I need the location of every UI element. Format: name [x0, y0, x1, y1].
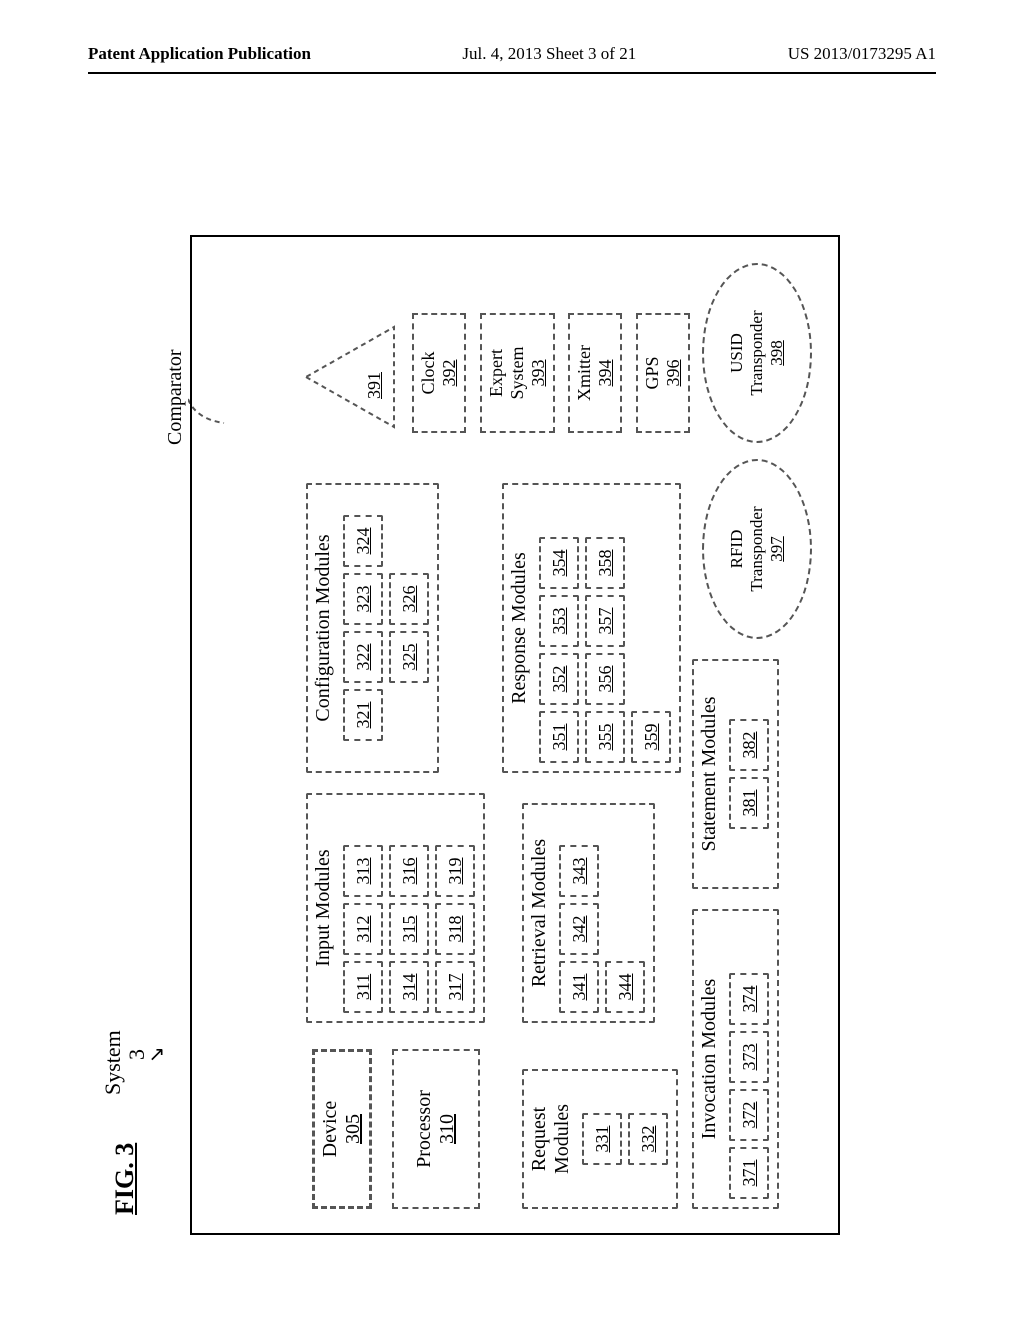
expert-number: 393 [528, 360, 549, 387]
response-module-cell: 355 [585, 711, 625, 763]
request-modules-group: Request Modules 331332 [522, 1069, 678, 1209]
processor-box: Processor 310 [392, 1049, 480, 1209]
input-module-cell: 314 [389, 961, 429, 1013]
system-arrow-icon: ↘ [144, 1046, 169, 1063]
device-box: Device 305 [312, 1049, 372, 1209]
retrieval-modules-group: Retrieval Modules 341 342 343 344 [522, 803, 655, 1023]
gps-label: GPS [642, 356, 663, 389]
invocation-modules-group: Invocation Modules 371 372 373 374 [692, 909, 779, 1209]
clock-number: 392 [439, 360, 460, 387]
input-module-cell: 311 [343, 961, 383, 1013]
input-modules-cells: 311 312 313 314 315 316 317 318 319 [337, 795, 483, 1021]
clock-box: Clock 392 [412, 313, 466, 433]
usid-ellipse: USID Transponder 398 [702, 263, 812, 443]
device-label: Device [319, 1101, 342, 1158]
xmitter-number: 394 [595, 360, 616, 387]
rfid-label: RFID Transponder [727, 506, 767, 591]
usid-number: 398 [767, 340, 787, 366]
response-modules-title: Response Modules [504, 485, 533, 771]
response-module-cell: 357 [585, 595, 625, 647]
input-module-cell: 313 [343, 845, 383, 897]
invocation-module-cell: 371 [729, 1147, 769, 1199]
header-publication: Patent Application Publication [88, 44, 311, 64]
figure-title: FIG. 3 [110, 1143, 140, 1215]
config-module-cell: 324 [343, 515, 383, 567]
request-module-cell: 331 [582, 1113, 622, 1165]
input-modules-title: Input Modules [308, 795, 337, 1021]
statement-module-cell: 382 [729, 719, 769, 771]
patent-page: Patent Application Publication Jul. 4, 2… [0, 0, 1024, 1320]
system-label: System [100, 1030, 126, 1095]
clock-label: Clock [418, 352, 439, 395]
comparator-label: Comparator [164, 349, 187, 445]
header-rule [88, 72, 936, 74]
retrieval-module-cell: 342 [559, 903, 599, 955]
system-frame: Device 305 Processor 310 Input Modules 3… [190, 235, 840, 1235]
invocation-module-cell: 374 [729, 973, 769, 1025]
header-pubnum: US 2013/0173295 A1 [788, 44, 936, 64]
config-module-cell: 326 [389, 573, 429, 625]
input-module-cell: 318 [435, 903, 475, 955]
invocation-module-cell: 373 [729, 1031, 769, 1083]
retrieval-modules-title: Retrieval Modules [524, 805, 553, 1021]
statement-modules-title: Statement Modules [694, 661, 723, 887]
xmitter-box: Xmitter 394 [568, 313, 622, 433]
response-module-cell: 352 [539, 653, 579, 705]
response-module-cell: 359 [631, 711, 671, 763]
triangle-391-icon [300, 317, 400, 437]
config-module-cell: 321 [343, 689, 383, 741]
page-header: Patent Application Publication Jul. 4, 2… [0, 0, 1024, 72]
input-module-cell: 315 [389, 903, 429, 955]
diagram-rotated: FIG. 3 System 3 ↘ Comparator Device 305 … [100, 185, 960, 1235]
config-modules-title: Configuration Modules [308, 485, 337, 771]
input-modules-group: Input Modules 31131231331431531631731831… [306, 793, 485, 1023]
config-module-cell: 325 [389, 631, 429, 683]
response-module-cell: 358 [585, 537, 625, 589]
response-module-cell: 354 [539, 537, 579, 589]
response-module-cell: 351 [539, 711, 579, 763]
invocation-modules-title: Invocation Modules [694, 911, 723, 1207]
triangle-391-number: 391 [364, 372, 385, 399]
processor-number: 310 [436, 1114, 459, 1144]
xmitter-label: Xmitter [574, 345, 595, 401]
request-modules-cells: 331332 [576, 1071, 676, 1207]
request-module-cell: 332 [628, 1113, 668, 1165]
header-date-sheet: Jul. 4, 2013 Sheet 3 of 21 [462, 44, 636, 64]
statement-modules-cells: 381382 [723, 661, 777, 887]
expert-box: Expert System 393 [480, 313, 555, 433]
expert-label: Expert System [486, 347, 528, 400]
input-module-cell: 319 [435, 845, 475, 897]
input-module-cell: 317 [435, 961, 475, 1013]
response-module-cell: 353 [539, 595, 579, 647]
retrieval-module-cell: 344 [605, 961, 645, 1013]
response-modules-group: Response Modules 35135235335435535635735… [502, 483, 681, 773]
config-modules-cells: 321 322 323 324 325 326 [337, 485, 437, 771]
usid-label: USID Transponder [727, 310, 767, 395]
response-module-cell: 356 [585, 653, 625, 705]
retrieval-modules-cells: 341 342 343 344 [553, 805, 653, 1021]
rfid-number: 397 [767, 536, 787, 562]
gps-number: 396 [663, 360, 684, 387]
invocation-modules-cells: 371 372 373 374 [723, 911, 777, 1207]
device-number: 305 [342, 1114, 365, 1144]
diagram-area: FIG. 3 System 3 ↘ Comparator Device 305 … [100, 160, 960, 1210]
config-module-cell: 322 [343, 631, 383, 683]
config-modules-group: Configuration Modules 321 322 323 324 325 326 [306, 483, 439, 773]
response-modules-cells: 351 352 353 354 355 356 357 358 359 [533, 485, 679, 771]
request-modules-title: Request Modules [524, 1071, 576, 1207]
retrieval-module-cell: 341 [559, 961, 599, 1013]
processor-label: Processor [413, 1090, 436, 1168]
statement-module-cell: 381 [729, 777, 769, 829]
input-module-cell: 316 [389, 845, 429, 897]
retrieval-module-cell: 343 [559, 845, 599, 897]
input-module-cell: 312 [343, 903, 383, 955]
rfid-ellipse: RFID Transponder 397 [702, 459, 812, 639]
config-module-cell: 323 [343, 573, 383, 625]
statement-modules-group: Statement Modules 381382 [692, 659, 779, 889]
gps-box: GPS 396 [636, 313, 690, 433]
invocation-module-cell: 372 [729, 1089, 769, 1141]
